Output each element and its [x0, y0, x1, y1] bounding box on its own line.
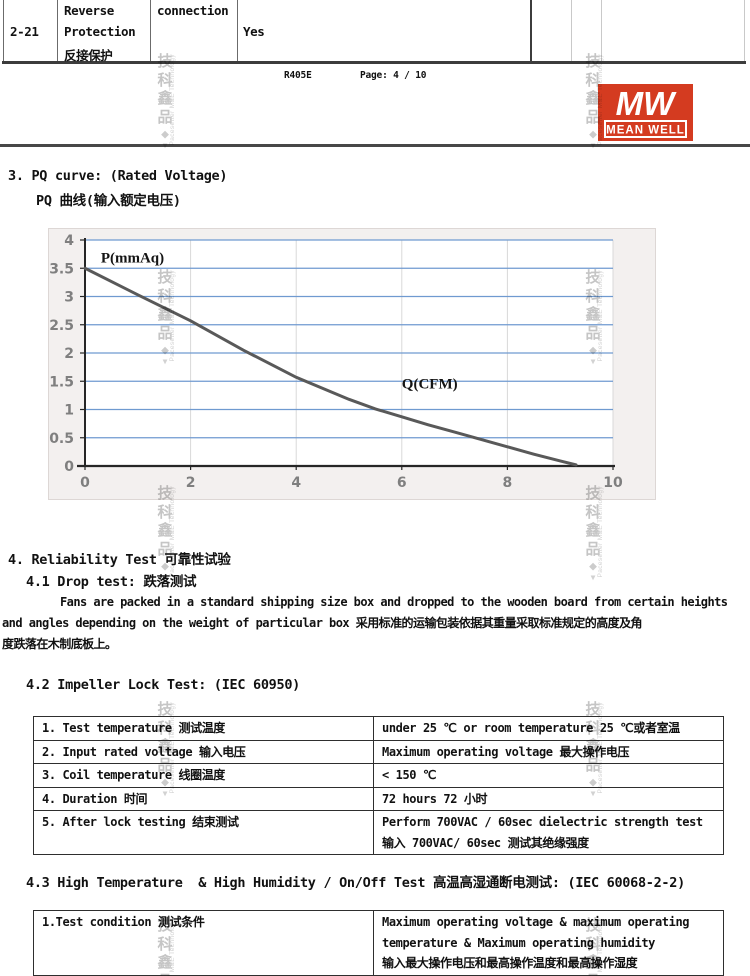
x-tick-label: 8 — [503, 475, 513, 491]
item-cell: 1.Test condition 测试条件 — [33, 910, 374, 976]
x-tick-label: 0 — [80, 475, 90, 491]
section41-title: 4.1 Drop test: 跌落测试 — [26, 574, 197, 590]
value-cell: < 150 ℃ — [373, 763, 724, 788]
value-cell: 72 hours 72 小时 — [373, 786, 724, 811]
row-item-col2: connection — [157, 3, 229, 18]
page-number: Page: 4 / 10 — [360, 70, 427, 81]
x-tick-label: 2 — [186, 475, 196, 491]
table-border — [530, 0, 532, 62]
pq-curve-chart: 0 0.5 1 1.5 2 2.5 3 3.5 4 0 2 4 6 8 10 P(mmAq) Q(CFM) — [48, 228, 656, 500]
watermark-tile: 技科鑫品◆▼Pacesetter M&E Technology — [148, 52, 182, 151]
table-border — [744, 0, 745, 62]
table-row: 2. Input rated voltage 输入电压 Maximum oper… — [33, 739, 724, 764]
logo-name-text: MEAN WELL — [606, 125, 685, 137]
table-border — [57, 0, 58, 62]
value-cell: under 25 ℃ or room temperature 25 ℃或者室温 — [373, 716, 724, 741]
x-tick-label: 4 — [291, 475, 301, 491]
watermark-en-text: Pacesetter M&E Technology — [169, 54, 176, 146]
table-row: 4. Duration 时间 72 hours 72 小时 — [33, 786, 724, 811]
y-tick-label: 4 — [64, 233, 74, 249]
pq-chart-svg: 0 0.5 1 1.5 2 2.5 3 3.5 4 0 2 4 6 8 10 P(mmAq) Q(CFM) — [48, 228, 656, 500]
row-number: 2-21 — [10, 24, 39, 39]
item-cell: 1. Test temperature 测试温度 — [33, 716, 374, 741]
doc-code: R405E — [284, 70, 312, 81]
logo-background — [598, 84, 693, 141]
x-tick-label: 6 — [397, 475, 407, 491]
row-item-line2: Protection — [64, 24, 136, 39]
item-cell: 4. Duration 时间 — [33, 786, 374, 811]
y-tick-label: 0.5 — [49, 431, 74, 447]
section43-title: 4.3 High Temperature & High Humidity / O… — [26, 875, 685, 891]
item-cell: 5. After lock testing 结束测试 — [33, 810, 374, 855]
row-item-line1: Reverse — [64, 3, 114, 18]
section3-title-cn: PQ 曲线(输入额定电压) — [36, 193, 181, 209]
section4-title: 4. Reliability Test 可靠性试验 — [8, 552, 231, 568]
item-cell: 2. Input rated voltage 输入电压 — [33, 739, 374, 764]
table-border — [601, 0, 602, 62]
table-border — [237, 0, 238, 62]
table-row: 1.Test condition 测试条件 Maximum operating … — [33, 910, 724, 976]
row-item-line3-cn: 反接保护 — [64, 48, 113, 63]
table-border — [150, 0, 151, 62]
x-tick-label: 10 — [603, 475, 623, 491]
top-table-fragment: 2-21 Reverse Protection 反接保护 connection … — [0, 0, 750, 64]
table-border — [2, 61, 746, 64]
row-value: Yes — [243, 24, 265, 39]
table-border — [3, 0, 4, 62]
value-cell: Maximum operating voltage 最大操作电压 — [373, 739, 724, 764]
table-row: 5. After lock testing 结束测试 Perform 700VA… — [33, 810, 724, 855]
chart-annotation: Q(CFM) — [402, 377, 458, 393]
table-row: 1. Test temperature 测试温度 under 25 ℃ or r… — [33, 716, 724, 741]
meanwell-logo: MW MEAN WELL — [598, 84, 693, 141]
high-temp-humidity-table: 1.Test condition 测试条件 Maximum operating … — [33, 910, 724, 976]
table-border — [571, 0, 572, 62]
chart-annotation: P(mmAq) — [101, 251, 164, 267]
logo-mw-text: MW — [616, 85, 677, 122]
section3-title-en: 3. PQ curve: (Rated Voltage) — [8, 168, 228, 184]
y-tick-label: 2.5 — [49, 318, 74, 334]
drop-test-paragraph: Fans are packed in a standard shipping s… — [2, 595, 728, 651]
y-tick-label: 1 — [64, 403, 74, 419]
y-tick-label: 0 — [64, 459, 74, 475]
y-tick-label: 1.5 — [49, 374, 74, 390]
section42-title: 4.2 Impeller Lock Test: (IEC 60950) — [26, 677, 300, 693]
logo-name-box — [604, 120, 687, 138]
y-tick-label: 3 — [64, 290, 74, 306]
watermark-logo-icon: ◆ ▼ — [589, 559, 597, 582]
item-cell: 3. Coil temperature 线圈温度 — [33, 763, 374, 788]
table-row: 3. Coil temperature 线圈温度 < 150 ℃ — [33, 763, 724, 788]
header-divider — [0, 144, 750, 147]
y-tick-label: 2 — [64, 346, 74, 362]
y-tick-label: 3.5 — [49, 261, 74, 277]
watermark-logo-icon: ◆ ▼ — [161, 127, 169, 150]
pq-curve-line — [83, 266, 578, 467]
impeller-lock-table: 1. Test temperature 测试温度 under 25 ℃ or r… — [33, 716, 724, 855]
value-cell: Perform 700VAC / 60sec dielectric streng… — [373, 810, 724, 855]
value-cell: Maximum operating voltage & maximum oper… — [373, 910, 724, 976]
